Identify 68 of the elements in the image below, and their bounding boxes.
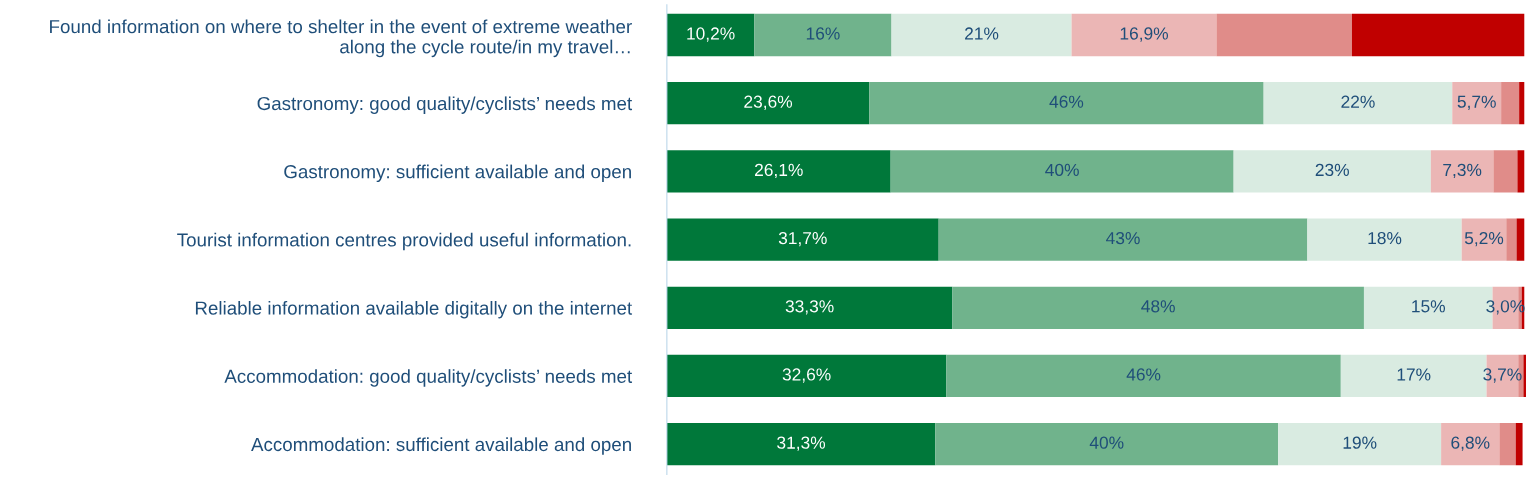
y-tick-label: Gastronomy: good quality/cyclists’ needs met [257,96,633,114]
data-label: 40% [1045,163,1079,177]
bar [1430,150,1494,193]
bar [754,13,892,57]
y-tick-label: Accommodation: sufficient available and open [251,437,631,455]
data-label: 32,6% [782,368,831,383]
bar [666,354,947,398]
bar [1452,82,1502,125]
data-label: 31,7% [778,231,827,247]
data-label: 46% [1126,368,1161,381]
data-label: 10,2% [687,27,735,42]
data-label: 22% [1341,95,1375,108]
y-tick-label: Tourist information centres provided useful information. [177,232,631,251]
y-tick-label: Found information on where to shelter in the event of extreme weather along the cycle route/in my travel… [50,19,632,58]
bar [869,82,1264,125]
data-label: 46% [1049,95,1084,108]
bar [1517,150,1525,193]
bar [1071,13,1217,57]
data-label: 33,3% [785,300,834,315]
bar [666,13,755,57]
bar [938,218,1308,261]
bar [1516,218,1525,261]
data-label: 3,7% [1483,368,1522,383]
data-label: 15% [1412,300,1446,313]
bar [890,150,1234,193]
bar [1307,218,1462,261]
bar [1263,82,1453,125]
bar [1216,13,1352,57]
bar [1515,423,1523,466]
bar [666,286,953,329]
bar [1493,150,1518,193]
bar [1278,423,1442,466]
y-tick-label: Gastronomy: sufficient available and open [284,164,631,183]
bar [666,150,891,193]
data-label: 40% [1089,436,1124,449]
bar [1351,13,1525,57]
bar [1461,218,1507,261]
bar [1441,423,1500,466]
data-label: 23,6% [744,95,793,110]
data-label: 17% [1397,368,1431,381]
data-label: 43% [1106,231,1140,245]
bar [891,13,1072,57]
data-label: 31,3% [777,436,826,451]
y-tick-label: Reliable information available digitally on the internet [195,300,633,319]
data-label: 7,3% [1443,163,1482,179]
bar [1506,218,1517,261]
data-label: 16% [806,27,840,40]
bar [935,423,1279,466]
bar [1233,150,1431,193]
bar [1501,82,1520,125]
bar [666,218,939,261]
data-label: 48% [1141,300,1175,313]
data-label: 26,1% [755,163,803,179]
bar [1519,82,1525,125]
bar [952,286,1364,329]
data-label: 19% [1343,436,1377,449]
bar [946,354,1341,398]
bar [666,82,870,125]
data-label: 6,8% [1451,436,1490,451]
bar [666,423,936,466]
data-label: 16,9% [1120,27,1169,42]
bar [1499,423,1516,466]
y-tick-label: Accommodation: good quality/cyclists’ needs met [224,369,633,387]
data-label: 5,2% [1464,231,1504,247]
data-label: 21% [965,27,999,40]
data-label: 5,7% [1457,95,1496,110]
data-label: 18% [1368,231,1402,245]
data-label: 23% [1315,163,1349,177]
